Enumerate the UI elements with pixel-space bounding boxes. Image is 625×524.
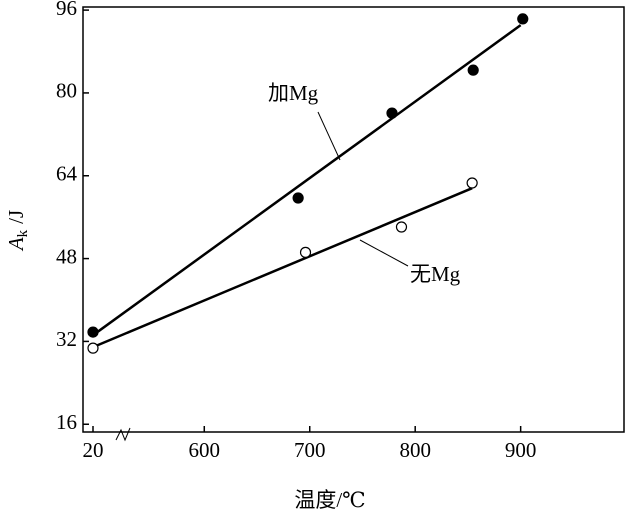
x-axis-label: 温度/℃ — [294, 488, 365, 512]
plot-frame — [82, 6, 625, 433]
y-tick-label: 32 — [56, 327, 77, 351]
label-leader — [359, 239, 409, 267]
y-tick-label: 64 — [56, 162, 78, 186]
y-label-sub: k — [15, 229, 31, 237]
data-point — [395, 221, 408, 233]
data-point — [466, 177, 478, 189]
axis-break — [115, 427, 131, 442]
data-point — [386, 107, 398, 119]
data-point — [299, 246, 312, 258]
data-point — [87, 342, 99, 354]
x-tick-label: 700 — [294, 438, 326, 462]
y-tick-label: 16 — [56, 410, 77, 434]
y-axis-label: Ak/J — [4, 210, 32, 252]
series-label: 无Mg — [410, 262, 461, 286]
fit-line — [92, 24, 522, 337]
data-point — [292, 192, 304, 204]
fit-line — [92, 187, 473, 349]
label-leader — [317, 111, 341, 161]
y-tick-label: 48 — [56, 244, 77, 268]
x-tick-label: 800 — [399, 438, 431, 462]
y-tick-label: 96 — [56, 0, 77, 20]
series-label: 加Mg — [268, 81, 319, 105]
y-tick-label: 80 — [56, 79, 77, 103]
data-point — [517, 13, 529, 25]
x-tick-label: 900 — [505, 438, 537, 462]
y-label-symbol: A — [4, 237, 28, 252]
data-point — [87, 326, 99, 338]
data-point — [467, 64, 479, 76]
y-label-unit: /J — [4, 210, 28, 224]
x-tick-label: 600 — [189, 438, 221, 462]
x-tick-label: 20 — [83, 438, 104, 462]
